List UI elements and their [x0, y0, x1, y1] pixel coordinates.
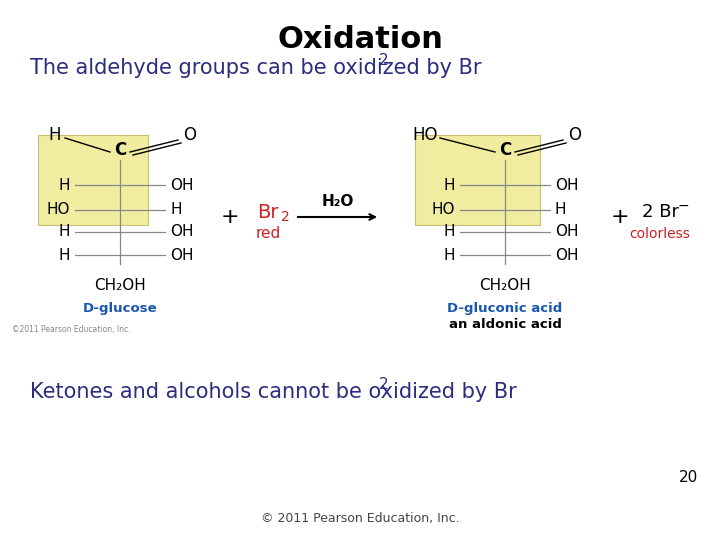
Text: HO: HO [431, 202, 455, 218]
Text: 2: 2 [379, 377, 388, 392]
Text: O: O [569, 126, 582, 144]
Text: D-gluconic acid: D-gluconic acid [447, 302, 562, 315]
Text: −: − [678, 199, 689, 213]
Text: OH: OH [170, 225, 194, 240]
Text: Oxidation: Oxidation [277, 25, 443, 54]
Text: C: C [114, 141, 126, 159]
Bar [38, 135, 148, 225]
Text: H: H [555, 202, 567, 218]
Text: an aldonic acid: an aldonic acid [449, 318, 562, 331]
Text: +: + [611, 207, 629, 227]
Text: CH₂OH: CH₂OH [479, 278, 531, 293]
Text: 20: 20 [679, 470, 698, 485]
Text: red: red [256, 226, 281, 241]
Text: ©2011 Pearson Education, Inc.: ©2011 Pearson Education, Inc. [12, 325, 130, 334]
Text: H: H [444, 225, 455, 240]
Text: 2: 2 [281, 210, 289, 224]
Text: H: H [444, 178, 455, 192]
Text: OH: OH [555, 178, 578, 192]
Bar [415, 135, 540, 225]
Text: 2: 2 [379, 53, 388, 68]
Text: O: O [184, 126, 197, 144]
Text: OH: OH [170, 178, 194, 192]
Text: OH: OH [170, 247, 194, 262]
Text: D-glucose: D-glucose [83, 302, 157, 315]
Text: OH: OH [555, 247, 578, 262]
Text: H: H [58, 225, 70, 240]
Text: C: C [499, 141, 511, 159]
Text: H: H [170, 202, 181, 218]
Text: Ketones and alcohols cannot be oxidized by Br: Ketones and alcohols cannot be oxidized … [30, 382, 517, 402]
Text: +: + [221, 207, 239, 227]
Text: OH: OH [555, 225, 578, 240]
Text: HO: HO [413, 126, 438, 144]
Text: H: H [444, 247, 455, 262]
Text: Br: Br [257, 202, 279, 221]
Text: H: H [58, 178, 70, 192]
Text: H: H [58, 247, 70, 262]
Text: H: H [49, 126, 61, 144]
Text: H₂O: H₂O [321, 193, 354, 208]
Text: HO: HO [47, 202, 70, 218]
Text: © 2011 Pearson Education, Inc.: © 2011 Pearson Education, Inc. [261, 512, 459, 525]
Text: colorless: colorless [629, 227, 690, 241]
Text: 2 Br: 2 Br [642, 203, 678, 221]
Text: CH₂OH: CH₂OH [94, 278, 146, 293]
Text: The aldehyde groups can be oxidized by Br: The aldehyde groups can be oxidized by B… [30, 58, 482, 78]
